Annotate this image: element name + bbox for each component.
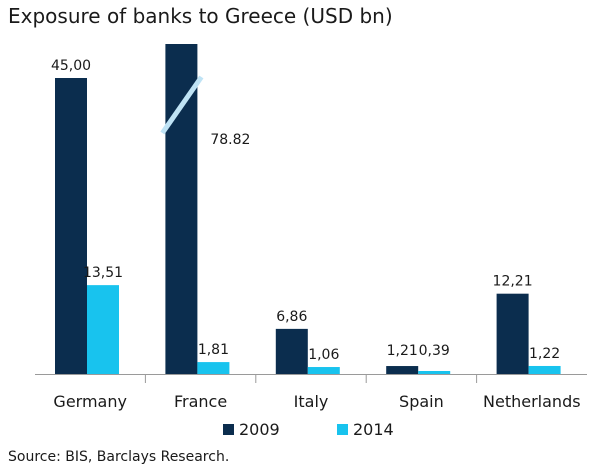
bar-france-2009	[165, 44, 198, 374]
legend-swatch-2014	[337, 424, 348, 435]
value-label-spain-2014: 0,39	[419, 343, 450, 359]
bar-italy-2009	[275, 328, 308, 374]
value-label-france-2014: 1,81	[198, 342, 229, 358]
legend: 2009 2014	[223, 420, 394, 439]
value-label-germany-2014: 13,51	[83, 265, 123, 281]
x-tick-label-germany: Germany	[53, 392, 127, 411]
source-note: Source: BIS, Barclays Research.	[8, 449, 230, 465]
x-tick-label-spain: Spain	[399, 392, 444, 411]
bar-germany-2009	[55, 78, 87, 374]
bar-netherlands-2014	[528, 365, 561, 374]
value-label-germany-2009: 45,00	[51, 58, 91, 74]
bar-italy-2014	[307, 367, 340, 374]
bar-spain-2009	[386, 366, 419, 374]
value-labels-layer: 45,00 13,51 78.82 1,81 6,86 1,06 1,21 0,39 12,21…	[51, 58, 560, 363]
axis-break-mark	[160, 75, 204, 135]
chart-title: Exposure of banks to Greece (USD bn)	[8, 4, 393, 28]
legend-label-2014: 2014	[353, 420, 394, 439]
legend-swatch-2009	[223, 424, 234, 435]
value-label-france-2009: 78.82	[210, 132, 250, 148]
value-label-netherlands-2009: 12,21	[493, 274, 533, 290]
x-tick-label-italy: Italy	[294, 392, 329, 411]
value-label-italy-2014: 1,06	[308, 347, 339, 363]
value-label-netherlands-2014: 1,22	[529, 346, 560, 362]
x-axis: Germany France Italy Spain Netherlands	[35, 374, 587, 411]
value-label-italy-2009: 6,86	[276, 309, 307, 325]
bars-layer	[55, 44, 561, 374]
bar-spain-2014	[418, 371, 451, 374]
bar-germany-2014	[87, 285, 119, 374]
bar-netherlands-2009	[496, 293, 529, 374]
bar-france-2014	[197, 362, 230, 374]
x-tick-label-netherlands: Netherlands	[483, 392, 581, 411]
value-label-spain-2009: 1,21	[387, 343, 418, 359]
legend-label-2009: 2009	[239, 420, 280, 439]
x-tick-label-france: France	[174, 392, 227, 411]
